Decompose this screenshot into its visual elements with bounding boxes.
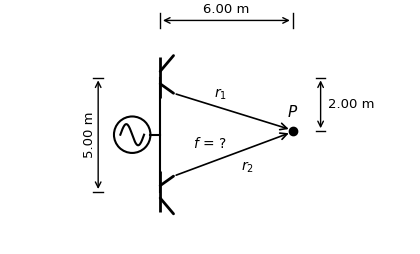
Text: $P$: $P$ xyxy=(286,104,298,120)
Text: $f$ = ?: $f$ = ? xyxy=(193,136,227,151)
Text: $r_2$: $r_2$ xyxy=(241,160,254,175)
Text: 5.00 m: 5.00 m xyxy=(83,112,96,158)
Text: $r_1$: $r_1$ xyxy=(215,87,227,102)
Text: 6.00 m: 6.00 m xyxy=(203,3,249,15)
Text: 2.00 m: 2.00 m xyxy=(328,98,374,111)
